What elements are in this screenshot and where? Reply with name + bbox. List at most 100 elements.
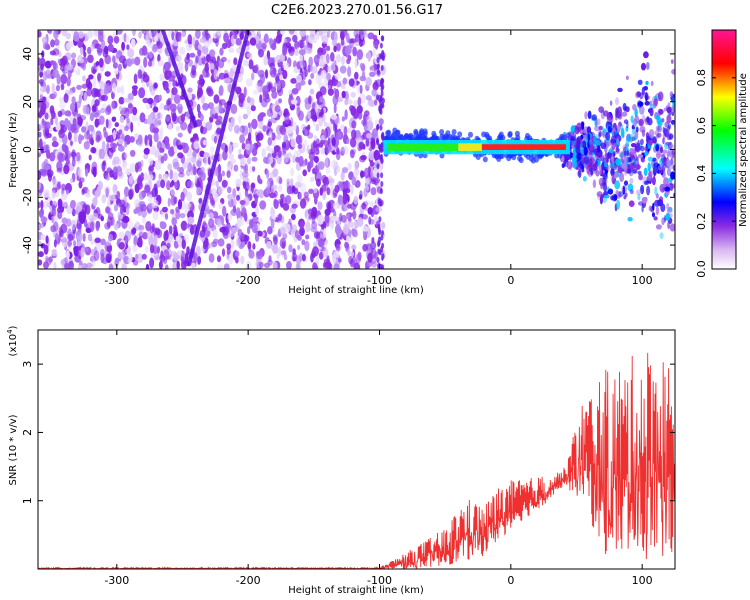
signal-halo <box>399 134 405 141</box>
noise-speckle <box>320 47 327 56</box>
noise-edge <box>376 257 380 263</box>
noise-speckle <box>322 262 326 269</box>
scatter-speckle <box>643 167 648 176</box>
scatter-speckle <box>615 148 619 154</box>
noise-speckle <box>107 35 114 45</box>
noise-speckle <box>154 159 162 171</box>
noise-speckle <box>303 191 309 198</box>
noise-speckle <box>293 187 299 195</box>
noise-speckle <box>280 193 285 200</box>
scatter-speckle <box>615 97 619 106</box>
scatter-speckle <box>644 146 648 152</box>
noise-speckle <box>282 203 290 211</box>
noise-speckle <box>294 230 300 239</box>
noise-speckle <box>167 163 173 171</box>
noise-speckle <box>68 90 74 96</box>
noise-speckle <box>256 141 261 148</box>
scatter-speckle <box>669 223 675 232</box>
scatter-speckle <box>611 154 614 164</box>
noise-speckle <box>141 215 146 224</box>
noise-speckle <box>83 141 90 150</box>
noise-speckle <box>152 99 157 107</box>
noise-speckle <box>97 48 102 56</box>
noise-speckle <box>238 114 242 124</box>
noise-speckle <box>92 166 97 178</box>
signal-halo <box>481 131 487 138</box>
noise-speckle <box>354 160 359 171</box>
noise-speckle <box>177 115 184 125</box>
signal-band-green <box>387 143 459 151</box>
noise-speckle <box>71 52 77 59</box>
spectrogram-y-axis: -40 -20 0 20 40 <box>21 47 675 254</box>
scatter-speckle <box>598 177 604 187</box>
noise-speckle <box>310 252 314 263</box>
noise-speckle <box>44 112 49 120</box>
noise-speckle <box>366 120 374 131</box>
noise-speckle <box>60 73 68 85</box>
noise-speckle <box>266 240 272 250</box>
scatter-speckle <box>598 164 602 170</box>
noise-speckle <box>208 217 215 229</box>
noise-speckle <box>258 178 263 185</box>
noise-edge <box>379 200 383 207</box>
noise-speckle <box>317 201 323 211</box>
noise-speckle <box>41 208 45 215</box>
snr-scale-label: (x104) <box>6 325 19 356</box>
noise-speckle <box>92 212 99 221</box>
noise-speckle <box>257 230 263 237</box>
noise-speckle <box>168 123 172 131</box>
noise-speckle <box>339 65 347 74</box>
noise-speckle <box>137 134 143 145</box>
noise-speckle <box>209 242 213 249</box>
noise-speckle <box>148 158 154 166</box>
noise-speckle <box>193 252 198 263</box>
noise-speckle <box>332 94 339 106</box>
noise-speckle <box>70 123 75 133</box>
noise-speckle <box>87 46 92 55</box>
noise-speckle <box>295 255 302 265</box>
noise-speckle <box>149 123 156 133</box>
noise-speckle <box>192 36 196 47</box>
noise-speckle <box>50 225 57 233</box>
x-tick-label: -200 <box>236 574 261 587</box>
noise-speckle <box>202 139 208 146</box>
noise-speckle <box>299 49 306 56</box>
scatter-speckle <box>633 131 638 139</box>
noise-speckle <box>98 115 105 125</box>
noise-speckle <box>290 78 298 84</box>
noise-speckle <box>169 103 177 112</box>
scatter-speckle <box>593 134 599 139</box>
noise-speckle <box>235 250 240 257</box>
noise-speckle <box>216 217 222 228</box>
noise-speckle <box>262 85 269 96</box>
scatter-speckle <box>670 105 675 116</box>
scatter-speckle <box>591 163 597 172</box>
scatter-speckle <box>664 130 671 137</box>
noise-speckle <box>185 202 192 208</box>
noise-speckle <box>172 253 180 261</box>
noise-speckle <box>204 208 211 215</box>
scatter-speckle <box>620 151 624 161</box>
noise-speckle <box>102 160 107 167</box>
noise-speckle <box>74 254 82 263</box>
noise-speckle <box>370 241 377 250</box>
noise-speckle <box>156 246 160 254</box>
noise-speckle <box>292 256 297 262</box>
noise-speckle <box>334 31 338 43</box>
signal-halo <box>507 131 513 137</box>
noise-speckle <box>135 253 139 260</box>
noise-speckle <box>301 123 306 131</box>
noise-speckle <box>320 30 328 35</box>
scatter-speckle <box>626 156 632 163</box>
noise-speckle <box>291 88 299 95</box>
scatter-speckle <box>665 141 672 146</box>
noise-speckle <box>38 57 42 66</box>
noise-speckle <box>123 32 127 43</box>
noise-speckle <box>60 193 68 201</box>
noise-edge <box>381 229 384 236</box>
scatter-speckle <box>592 135 598 144</box>
noise-speckle <box>256 250 263 260</box>
noise-speckle <box>330 114 337 120</box>
noise-speckle <box>88 74 94 80</box>
noise-speckle <box>142 97 149 104</box>
